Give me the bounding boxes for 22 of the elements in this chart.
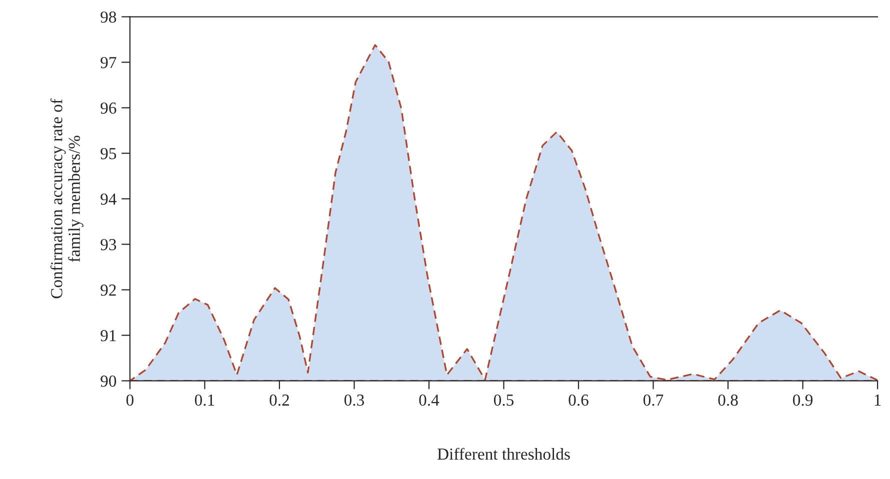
x-tick-label: 0.1 — [194, 394, 214, 406]
x-tick-label: 0.8 — [718, 394, 738, 406]
x-tick-label: 0.7 — [643, 394, 664, 406]
x-tick-label: 0.3 — [344, 394, 364, 406]
y-tick-label: 90 — [100, 376, 116, 387]
y-tick-label: 94 — [100, 194, 116, 205]
x-tick-label: 0.9 — [793, 394, 813, 406]
x-axis-title: Different thresholds — [437, 448, 570, 460]
x-tick-label: 0 — [126, 394, 134, 406]
y-tick-label: 98 — [100, 11, 116, 23]
y-tick-label: 92 — [100, 284, 116, 296]
y-tick-label: 97 — [100, 57, 116, 68]
y-tick-label: 93 — [100, 239, 116, 250]
y-tick-label: 91 — [100, 330, 116, 342]
x-tick-label: 1 — [874, 394, 881, 406]
x-tick-label: 0.5 — [494, 394, 514, 406]
x-tick-label: 0.2 — [270, 394, 289, 406]
x-tick-label: 0.6 — [568, 394, 588, 406]
x-tick-label: 0.4 — [419, 394, 440, 406]
y-tick-label: 96 — [100, 102, 116, 114]
y-tick-label: 95 — [100, 148, 116, 160]
y-axis-title: Confirmation accuracy rate of family members/% — [50, 98, 84, 298]
